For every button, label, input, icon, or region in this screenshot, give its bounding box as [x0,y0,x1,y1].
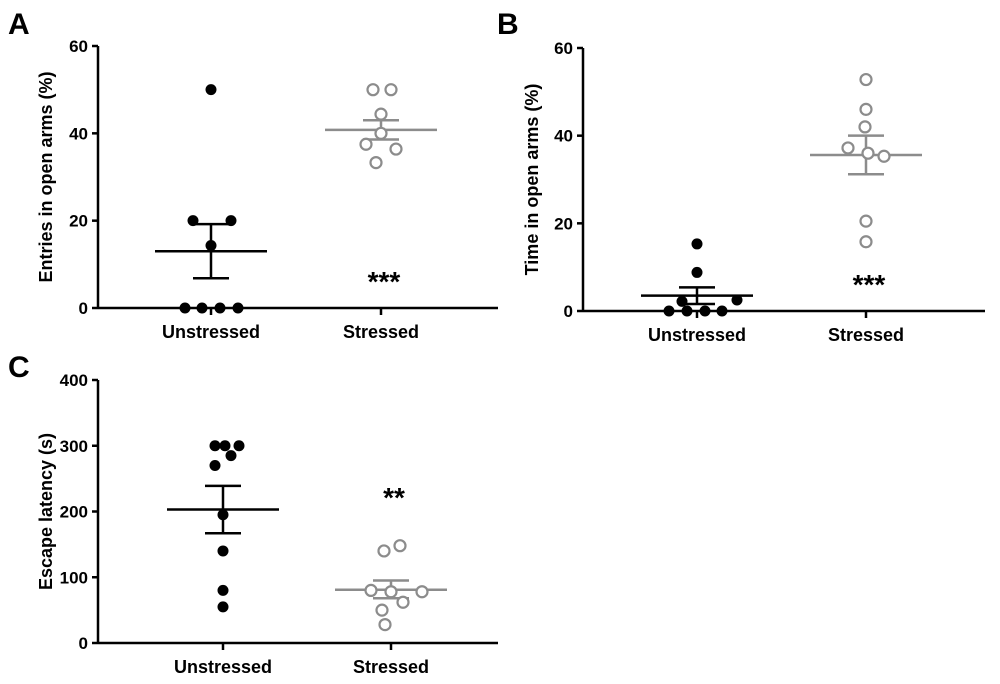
y-tick-label: 60 [69,37,88,56]
panel-c: C 0 100 200 300 400 Unstressed Stressed Escape l… [8,351,498,677]
data-point [205,240,217,252]
y-tick-label: 400 [60,371,88,390]
data-point [681,305,693,317]
x-category-label: Stressed [828,325,904,345]
data-point [858,120,872,134]
x-category-label: Stressed [343,322,419,342]
data-point [214,302,226,314]
y-tick-label: 0 [79,299,88,318]
data-point [217,509,229,521]
panel-letter-c: C [8,351,30,384]
y-axis-title: Escape latency (s) [36,433,56,590]
x-category-label: Stressed [353,657,429,677]
panel-letter-a: A [8,8,30,41]
y-tick-label: 300 [60,437,88,456]
data-point [861,146,875,160]
data-point [209,440,221,452]
data-point [375,603,389,617]
data-point [374,107,388,121]
y-tick-label: 0 [79,634,88,653]
series-stressed [810,72,922,249]
x-category-label: Unstressed [648,325,746,345]
data-point [415,585,429,599]
data-point [232,302,244,314]
data-point [841,141,855,155]
series-unstressed [155,84,267,314]
data-point [691,238,703,250]
significance-annotation: *** [368,266,401,297]
y-tick-label: 20 [554,214,573,233]
data-point [384,83,398,97]
data-point [663,305,675,317]
data-point [731,294,743,306]
y-tick-label: 40 [554,127,573,146]
y-tick-label: 40 [69,124,88,143]
data-point [389,142,403,156]
data-point [393,539,407,553]
panel-letter-b: B [497,8,519,41]
data-point [196,302,208,314]
data-point [366,83,380,97]
data-point [396,595,410,609]
series-unstressed [167,440,279,613]
data-point [187,215,199,227]
y-axis-title: Entries in open arms (%) [36,71,56,282]
data-point [859,72,873,87]
data-point [209,459,221,471]
data-point [359,137,373,151]
y-tick-label: 60 [554,39,573,58]
data-point [364,583,378,598]
data-point [219,440,231,452]
y-tick-label: 200 [60,503,88,522]
y-tick-label: 100 [60,568,88,587]
data-point [859,214,873,228]
data-point [205,84,217,96]
series-stressed [335,539,447,632]
data-point [233,440,245,452]
data-point [179,302,191,314]
data-point [369,155,383,170]
data-point [859,102,873,116]
y-tick-label: 20 [69,212,88,231]
data-point [699,305,711,317]
data-point [374,126,388,140]
y-tick-label: 0 [564,302,573,321]
data-point [691,266,703,278]
data-point [217,584,229,596]
x-category-label: Unstressed [162,322,260,342]
y-axis-title: Time in open arms (%) [522,84,542,276]
series-unstressed [641,238,753,317]
data-point [217,545,229,557]
data-point [716,305,728,317]
data-point [859,235,873,249]
data-point [384,585,398,599]
data-point [225,215,237,227]
panel-b: B 0 20 40 60 Unstressed Stressed Time in open a… [497,8,985,345]
data-point [877,149,891,163]
series-stressed [325,83,437,170]
data-point [217,601,229,613]
x-category-label: Unstressed [174,657,272,677]
significance-annotation: *** [853,269,886,300]
data-point [378,617,392,632]
significance-annotation: ** [383,482,405,513]
data-point [676,295,688,307]
panel-a: A 0 20 40 60 Unstressed Stressed Entries in ope… [8,8,498,342]
data-point [225,450,237,462]
data-point [377,544,391,558]
